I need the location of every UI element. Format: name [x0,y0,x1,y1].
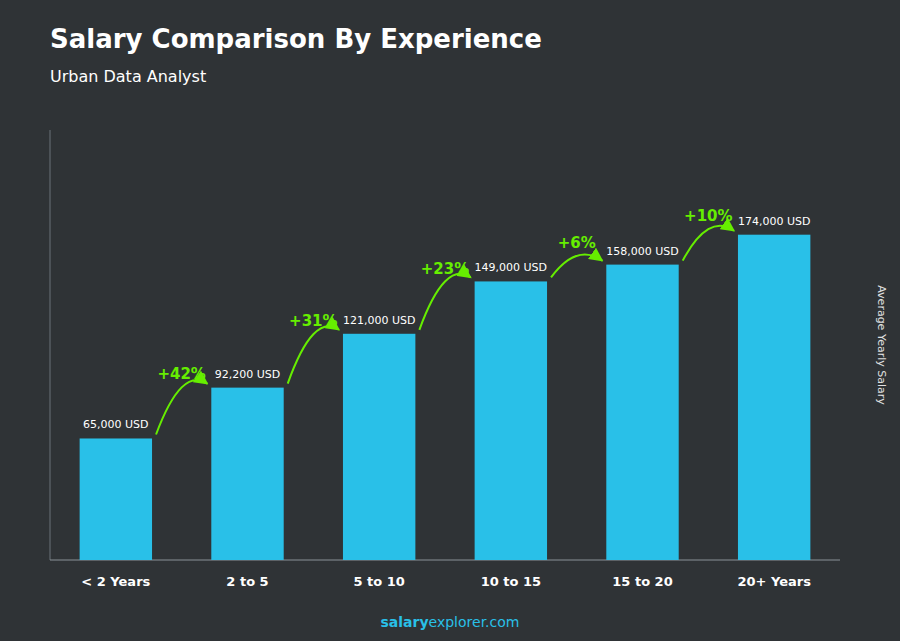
background [0,0,900,641]
bar [475,281,547,560]
x-tick-label: < 2 Years [81,574,150,589]
annotation: +31% [289,312,337,330]
y-axis-label: Average Yearly Salary [875,285,888,405]
data-label: 65,000 USD [83,418,149,431]
annotation: +10% [684,207,732,225]
annotation: +6% [558,234,596,252]
data-label: 149,000 USD [475,261,548,274]
x-tick-label: 5 to 10 [353,574,404,589]
y-axis-line [50,130,51,560]
change-arrow [551,255,602,278]
bar [211,388,283,560]
bar [738,235,810,560]
bar [80,438,152,560]
data-label: 158,000 USD [606,245,679,258]
data-label: 92,200 USD [215,368,281,381]
data-label: 121,000 USD [343,314,416,327]
footer: salaryexplorer.com [381,614,520,630]
bars [80,235,811,560]
footer-part: explorer.com [429,614,520,630]
subtitle: Urban Data Analyst [50,67,206,86]
bar [343,334,415,560]
chart: Salary Comparison By Experience Urban Dat… [0,0,900,641]
title: Salary Comparison By Experience [50,24,542,54]
x-tick-label: 20+ Years [737,574,811,589]
bar [606,265,678,560]
change-arrow [156,380,207,435]
change-arrow [419,274,470,330]
data-label: 174,000 USD [738,215,811,228]
x-tick-label: 10 to 15 [481,574,541,589]
footer-part: salary [381,614,429,630]
x-tick-label: 2 to 5 [226,574,268,589]
x-axis-line [50,560,840,561]
annotation: +23% [421,260,469,278]
change-arrow [288,326,339,383]
annotation: +42% [157,365,205,383]
change-arrow [683,226,734,261]
x-tick-label: 15 to 20 [612,574,672,589]
